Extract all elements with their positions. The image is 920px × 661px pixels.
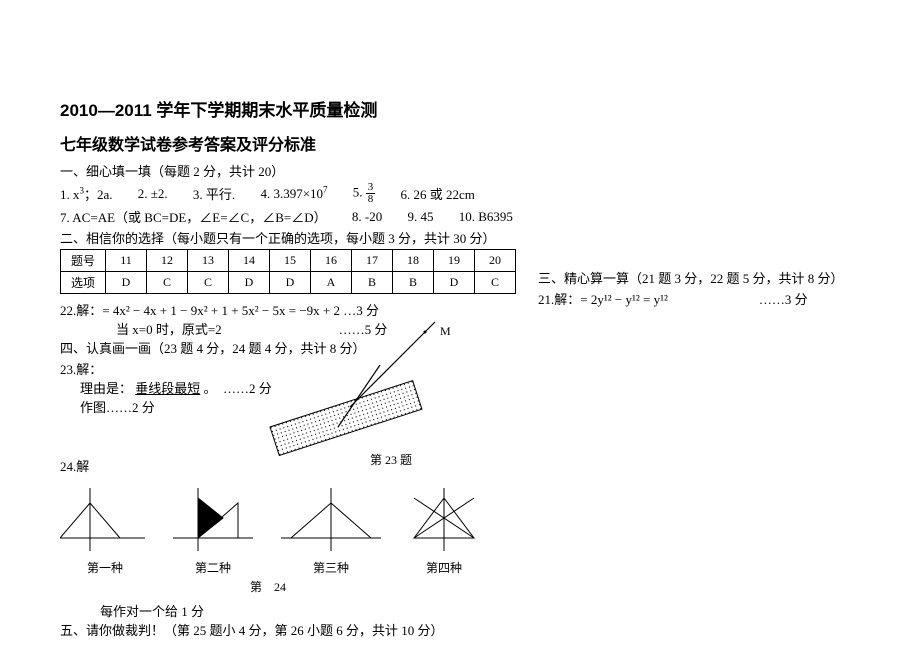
fill-7-num: 7.	[60, 210, 70, 225]
section-4-heading: 四、认真画一画（23 题 4 分，24 题 4 分，共计 8 分）	[60, 338, 860, 357]
figure-24-row-label: 第 24	[250, 578, 860, 595]
table-cell: 14	[229, 250, 270, 272]
table-head-num: 题号	[61, 250, 106, 272]
figure-24-2-label: 第二种	[168, 559, 258, 576]
q23-reason-value: 垂线段最短	[135, 381, 200, 396]
q23-block: 23.解： 理由是： 垂线段最短 。 ……2 分 作图……2 分 M 第 23 …	[60, 359, 860, 416]
fill-row-1: 1. x3；2a. 2. ±2. 3. 平行. 4. 3.397×107 5. …	[60, 182, 860, 205]
table-cell: 11	[106, 250, 147, 272]
figure-24-4-label: 第四种	[404, 559, 484, 576]
fill-3-val: 平行.	[206, 187, 235, 202]
fill-2-num: 2.	[138, 186, 148, 201]
table-cell: 13	[188, 250, 229, 272]
fill-4-exp: 7	[323, 184, 328, 194]
figure-24-4: 第四种	[404, 483, 484, 576]
q22-line2: 当 x=0 时，原式=2 ……5 分	[116, 319, 860, 338]
table-cell: 20	[475, 250, 516, 272]
choice-table: 题号 11 12 13 14 15 16 17 18 19 20 选项 D C …	[60, 249, 516, 294]
table-cell: B	[352, 272, 393, 294]
figure-24-1-svg	[60, 483, 150, 553]
table-cell: 17	[352, 250, 393, 272]
table-cell: C	[188, 272, 229, 294]
figure-24-3-label: 第三种	[276, 559, 386, 576]
q24-figures: 第一种 第二种 第三种	[60, 483, 860, 576]
section-1-heading: 一、细心填一填（每题 2 分，共计 20）	[60, 161, 860, 180]
figure-24-3: 第三种	[276, 483, 386, 576]
table-head-ans: 选项	[61, 272, 106, 294]
table-cell: C	[147, 272, 188, 294]
figure-24-4-svg	[404, 483, 484, 553]
fill-6-val: 26 或 22cm	[414, 187, 475, 202]
table-cell: 18	[393, 250, 434, 272]
fill-5-denom: 8	[366, 194, 376, 205]
figure-24-3-svg	[276, 483, 386, 553]
figure-23-m-label: M	[440, 324, 451, 338]
fill-10-num: 10.	[459, 209, 475, 224]
table-cell: D	[434, 272, 475, 294]
fill-8-val: -20	[365, 209, 382, 224]
table-cell: B	[393, 272, 434, 294]
fill-6-num: 6.	[401, 187, 411, 202]
figure-24-1: 第一种	[60, 483, 150, 576]
fill-5-num: 5.	[353, 184, 363, 199]
fill-7-val: AC=AE（或 BC=DE，∠E=∠C，∠B=∠D）	[72, 210, 326, 225]
table-cell: D	[106, 272, 147, 294]
fill-4-num: 4.	[260, 186, 270, 201]
table-cell: A	[311, 272, 352, 294]
table-cell: 12	[147, 250, 188, 272]
table-row: 选项 D C C D D A B B D C	[61, 272, 516, 294]
fill-row-2: 7. AC=AE（或 BC=DE，∠E=∠C，∠B=∠D） 8. -20 9. …	[60, 207, 860, 226]
section-3-block: 三、精心算一算（21 题 3 分，22 题 5 分，共计 8 分） 21.解：=…	[538, 266, 844, 308]
q23-reason-label: 理由是：	[80, 381, 132, 396]
fill-8-num: 8.	[352, 209, 362, 224]
fill-1-num: 1.	[60, 187, 70, 202]
fill-9-num: 9.	[407, 209, 417, 224]
fill-1-val-b: ；2a.	[84, 187, 113, 202]
table-cell: 15	[270, 250, 311, 272]
table-cell: 16	[311, 250, 352, 272]
section-3-heading: 三、精心算一算（21 题 3 分，22 题 5 分，共计 8 分）	[538, 268, 844, 287]
fill-5-frac: 3 8	[366, 182, 376, 205]
table-cell: 19	[434, 250, 475, 272]
table-row: 题号 11 12 13 14 15 16 17 18 19 20	[61, 250, 516, 272]
title-line-2: 七年级数学试卷参考答案及评分标准	[60, 131, 860, 155]
fill-2-val: ±2.	[151, 186, 168, 201]
title-line-1: 2010—2011 学年下学期期末水平质量检测	[60, 96, 860, 121]
table-cell: D	[270, 272, 311, 294]
q21-text: 21.解：= 2y¹² − y¹² = y¹² ……3 分	[538, 289, 844, 308]
q24-head: 24.解	[60, 456, 860, 475]
table-cell: C	[475, 272, 516, 294]
q23-head: 23.解：	[60, 359, 860, 378]
q23-draw-score: 作图……2 分	[80, 397, 860, 416]
figure-24-2-svg	[168, 483, 258, 553]
figure-24-2: 第二种	[168, 483, 258, 576]
section-2-heading: 二、相信你的选择（每小题只有一个正确的选项，每小题 3 分，共计 30 分）	[60, 228, 860, 247]
fill-10-val: B6395	[478, 209, 513, 224]
figure-23-caption: 第 23 题	[370, 451, 412, 468]
table-cell: D	[229, 272, 270, 294]
section-5-heading: 五、请你做裁判！（第 25 题小 4 分，第 26 小题 6 分，共计 10 分…	[60, 620, 860, 639]
fill-3-num: 3.	[193, 187, 203, 202]
q24-score-note: 每作对一个给 1 分	[100, 601, 860, 620]
fill-9-val: 45	[420, 209, 433, 224]
figure-23-svg: M	[250, 317, 460, 457]
fill-4-val: 3.397×10	[273, 186, 323, 201]
figure-24-1-label: 第一种	[60, 559, 150, 576]
